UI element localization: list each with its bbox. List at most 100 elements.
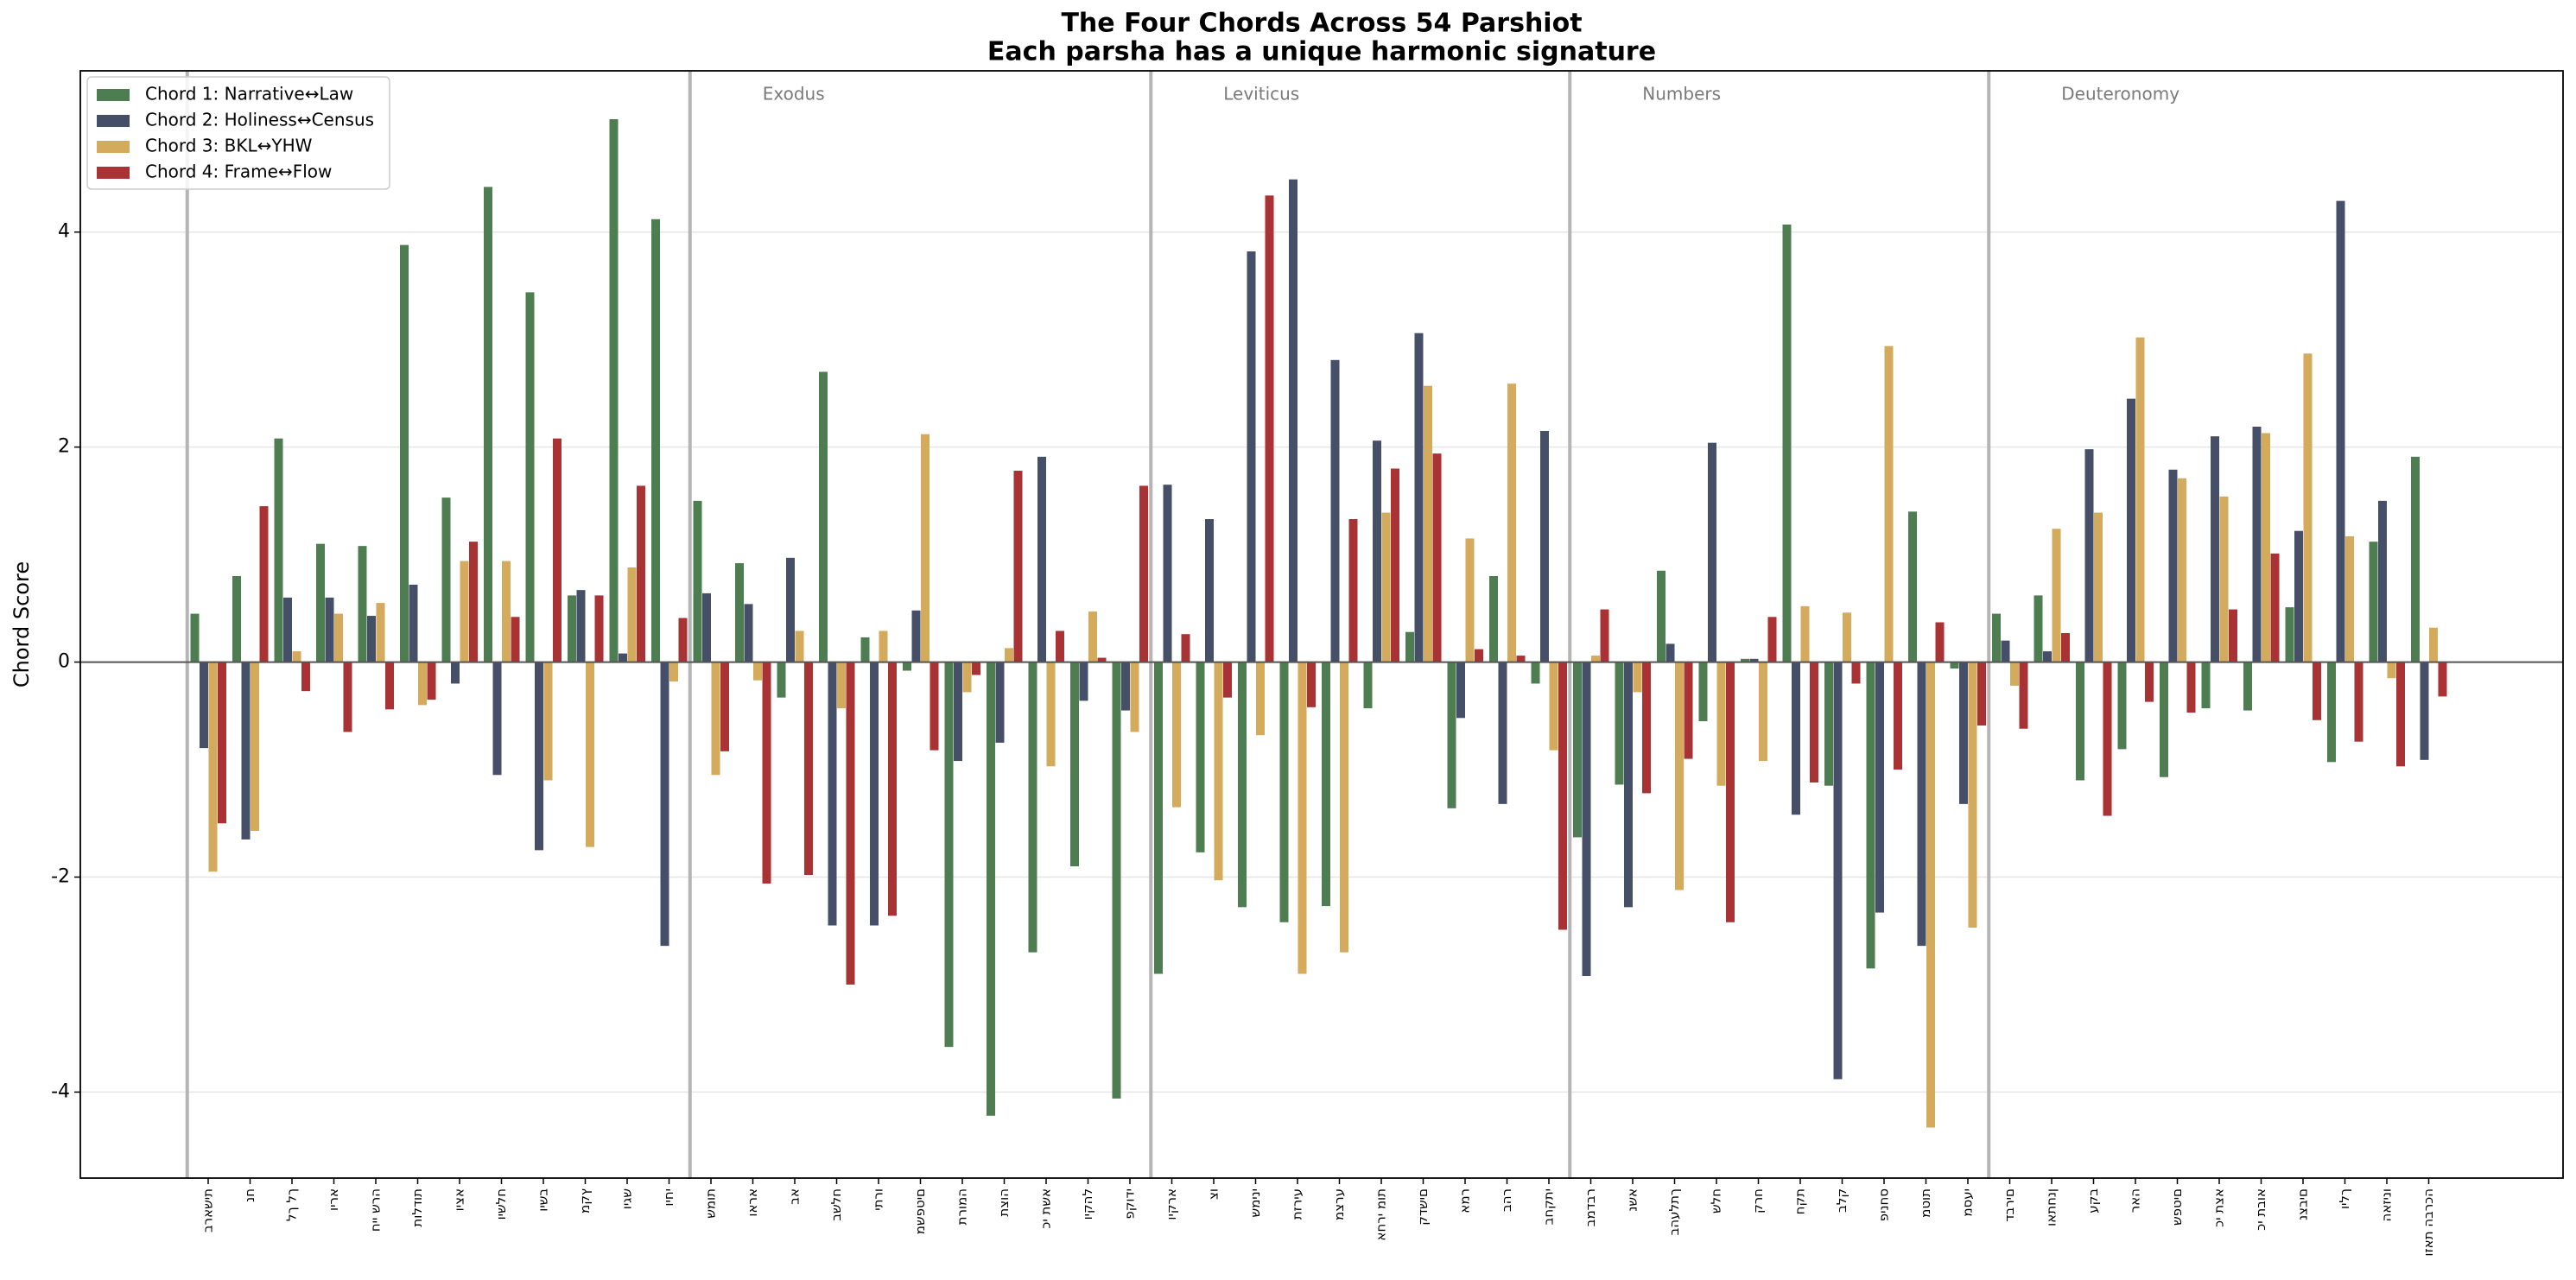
bar	[2411, 456, 2420, 662]
bar	[2076, 662, 2084, 781]
bar	[2438, 662, 2447, 697]
bar	[1037, 456, 1046, 662]
x-tick-label: בלק	[1834, 1188, 1850, 1213]
bar	[837, 662, 846, 709]
bar	[441, 497, 451, 662]
bar	[1046, 662, 1056, 767]
x-tick-label: ויצא	[452, 1188, 467, 1211]
x-tick-label: ראה	[2128, 1188, 2143, 1213]
bar	[944, 662, 954, 1048]
x-tick-label: ואתחנן	[2044, 1188, 2059, 1226]
bar	[1475, 649, 1483, 662]
x-tick-label: קדשים	[1415, 1188, 1431, 1226]
bar	[1289, 179, 1298, 662]
x-tick-label: בהעלתך	[1666, 1188, 1682, 1235]
x-tick-label: כי תצא	[2211, 1188, 2227, 1227]
bar	[1070, 662, 1079, 867]
bar	[1666, 643, 1675, 662]
x-tick-label: לך לך	[284, 1188, 300, 1221]
bar	[1414, 333, 1424, 662]
bar	[1489, 575, 1498, 662]
bar	[1498, 662, 1507, 804]
bar	[2084, 449, 2094, 662]
bar	[367, 616, 376, 662]
bar	[1591, 656, 1600, 662]
x-tick-label: חיי שרה	[368, 1188, 384, 1232]
bar	[1256, 662, 1265, 736]
x-tick-label: נח	[242, 1188, 257, 1202]
bar	[1741, 658, 1749, 662]
bar	[325, 597, 334, 662]
bar	[1279, 662, 1289, 922]
x-tick-label: וישלח	[493, 1188, 509, 1220]
bar	[995, 662, 1005, 743]
bar	[1540, 430, 1549, 662]
bar	[1163, 485, 1172, 662]
bar	[1432, 453, 1442, 662]
bar	[1139, 485, 1148, 662]
bar	[1582, 662, 1591, 977]
bar	[1348, 519, 1358, 662]
x-tick-label: בחקתי	[1541, 1188, 1557, 1225]
bar	[376, 603, 385, 662]
bar	[1675, 662, 1684, 890]
y-axis-label: Chord Score	[10, 561, 34, 688]
bar	[418, 662, 427, 706]
bar	[1615, 662, 1624, 785]
bar	[1792, 662, 1800, 815]
bar	[828, 662, 837, 926]
bar	[1600, 609, 1609, 662]
x-tick-label: מקץ	[577, 1188, 593, 1213]
bar	[190, 613, 200, 662]
bar	[2345, 535, 2354, 662]
bar	[1926, 662, 1935, 1128]
legend-box	[86, 76, 390, 190]
bar	[283, 597, 292, 662]
bar	[1558, 662, 1567, 930]
bar	[1800, 605, 1810, 662]
bar	[1507, 383, 1516, 662]
bar	[1330, 359, 1340, 662]
bar	[2429, 627, 2438, 662]
bar	[860, 637, 870, 662]
bar	[1238, 662, 1247, 908]
bar	[2262, 433, 2270, 662]
bar	[777, 662, 786, 698]
bar	[1465, 538, 1475, 662]
bar	[609, 119, 619, 662]
bar	[586, 662, 594, 847]
bar	[594, 595, 604, 662]
y-tick-label: -4	[51, 1080, 70, 1102]
bar	[200, 662, 208, 749]
x-tick-label: בראשית	[200, 1188, 216, 1232]
bar	[2378, 500, 2387, 662]
bar	[2270, 553, 2280, 662]
bar	[1917, 662, 1926, 947]
bar	[669, 662, 678, 681]
bar	[1447, 662, 1456, 808]
bar	[1708, 442, 1716, 662]
bar	[1894, 662, 1902, 770]
bar	[1121, 662, 1130, 711]
x-tick-label: ויגש	[619, 1188, 635, 1209]
x-tick-label: מסעי	[1960, 1188, 1976, 1217]
bar	[954, 662, 962, 762]
bar	[2294, 530, 2303, 662]
bar	[1749, 658, 1759, 662]
bar	[1172, 662, 1181, 808]
bar	[232, 575, 241, 662]
bar	[2043, 651, 2052, 662]
bar	[1247, 251, 1256, 662]
bar	[1097, 657, 1107, 662]
bar	[795, 630, 804, 662]
bar	[1767, 617, 1777, 662]
bar	[2369, 542, 2378, 662]
bar	[1205, 519, 1214, 662]
bar	[535, 662, 543, 851]
bar	[1716, 662, 1726, 786]
bar	[2061, 632, 2070, 662]
x-tick-label: דברים	[2002, 1188, 2017, 1222]
bar	[469, 542, 478, 662]
bar	[1968, 662, 1977, 928]
